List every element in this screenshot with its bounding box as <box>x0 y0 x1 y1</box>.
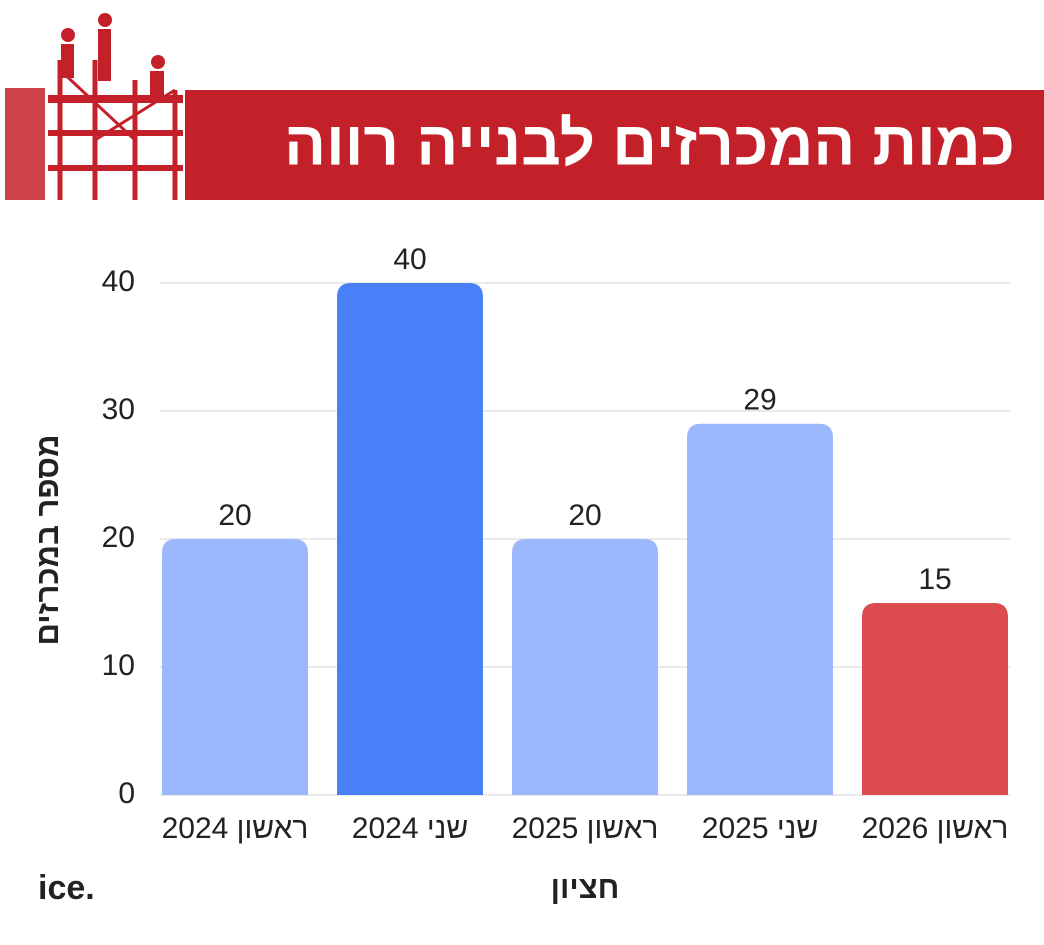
data-label: 40 <box>393 243 426 276</box>
bar <box>337 283 483 795</box>
data-label: 20 <box>568 499 601 532</box>
header-illustration <box>5 13 1044 200</box>
y-tick-label: 20 <box>102 521 135 554</box>
data-label: 15 <box>918 563 951 596</box>
y-tick-label: 40 <box>102 265 135 298</box>
x-tick-label: שני 2025 <box>702 812 818 845</box>
data-label: 29 <box>743 384 776 417</box>
y-axis-label: מספר במכרזים <box>30 435 65 646</box>
x-axis-label: חציון <box>551 870 620 905</box>
bar <box>162 539 308 795</box>
x-tick-label: שני 2024 <box>352 812 468 845</box>
bar <box>862 603 1008 795</box>
title-banner <box>185 90 1044 200</box>
bar <box>512 539 658 795</box>
x-tick-label: ראשון 2026 <box>862 812 1009 845</box>
y-tick-label: 0 <box>118 777 135 810</box>
logo: ice. <box>38 869 95 907</box>
x-tick-label: ראשון 2025 <box>512 812 659 845</box>
y-tick-label: 10 <box>102 649 135 682</box>
x-tick-label: ראשון 2024 <box>162 812 309 845</box>
y-tick-label: 30 <box>102 393 135 426</box>
bar <box>687 423 833 795</box>
chart-title: כמות המכרזים לבנייה רווה <box>284 109 1015 178</box>
data-label: 20 <box>218 499 251 532</box>
